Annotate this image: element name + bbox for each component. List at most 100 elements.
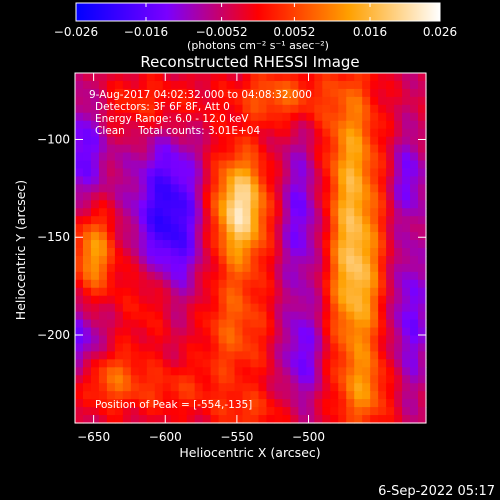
- heatmap-cell: [322, 96, 331, 106]
- heatmap-cell: [226, 248, 236, 257]
- heatmap-cell: [234, 216, 244, 225]
- heatmap-cell: [178, 407, 188, 416]
- heatmap-cell: [90, 88, 100, 98]
- heatmap-cell: [258, 200, 268, 209]
- heatmap-cell: [114, 287, 124, 297]
- heatmap-cell: [274, 136, 284, 146]
- heatmap-cell: [170, 208, 180, 217]
- heatmap-cell: [98, 327, 108, 337]
- heatmap-cell: [370, 343, 379, 352]
- heatmap-cell: [274, 327, 284, 337]
- heatmap-cell: [394, 391, 403, 400]
- heatmap-cell: [274, 303, 284, 313]
- heatmap-cell: [298, 287, 307, 297]
- heatmap-cell: [258, 327, 268, 337]
- heatmap-cell: [194, 96, 204, 106]
- heatmap-cell: [330, 255, 339, 265]
- heatmap-cell: [354, 359, 363, 368]
- heatmap-cell: [346, 104, 355, 114]
- heatmap-cell: [378, 184, 387, 193]
- heatmap-cell: [82, 279, 92, 289]
- heatmap-cell: [330, 128, 339, 138]
- heatmap-cell: [362, 343, 371, 352]
- heatmap-cell: [314, 271, 323, 281]
- heatmap-cell: [378, 232, 387, 241]
- heatmap-cell: [370, 128, 379, 138]
- heatmap-cell: [178, 399, 188, 408]
- heatmap-cell: [266, 192, 276, 201]
- heatmap-cell: [114, 327, 124, 337]
- heatmap-cell: [90, 351, 100, 360]
- heatmap-cell: [138, 351, 148, 360]
- heatmap-cell: [250, 240, 260, 249]
- heatmap-cell: [274, 391, 284, 400]
- heatmap-cell: [282, 224, 291, 233]
- heatmap-cell: [266, 224, 276, 233]
- heatmap-cell: [154, 415, 164, 424]
- heatmap-cell: [106, 255, 116, 265]
- heatmap-cell: [202, 152, 212, 162]
- heatmap-cell: [114, 415, 124, 424]
- heatmap-cell: [290, 287, 299, 297]
- heatmap-cell: [370, 263, 379, 273]
- heatmap-cell: [330, 367, 339, 376]
- heatmap-cell: [218, 168, 228, 177]
- heatmap-cell: [298, 104, 307, 114]
- heatmap-cell: [122, 192, 132, 201]
- heatmap-cell: [386, 351, 395, 360]
- heatmap-cell: [330, 73, 339, 82]
- heatmap-cell: [250, 399, 260, 408]
- heatmap-cell: [386, 168, 395, 177]
- heatmap-cell: [322, 208, 331, 217]
- heatmap-cell: [82, 208, 92, 217]
- heatmap-cell: [346, 319, 355, 329]
- heatmap-cell: [258, 399, 268, 408]
- heatmap-cell: [154, 335, 164, 345]
- heatmap-cell: [226, 96, 236, 106]
- heatmap-cell: [170, 319, 180, 329]
- heatmap-cell: [402, 120, 411, 130]
- heatmap-cell: [330, 216, 339, 225]
- heatmap-cell: [122, 359, 132, 368]
- heatmap-cell: [178, 136, 188, 146]
- heatmap-cell: [194, 319, 204, 329]
- heatmap-cell: [378, 327, 387, 337]
- heatmap-cell: [154, 73, 164, 82]
- heatmap-cell: [322, 351, 331, 360]
- heatmap-cell: [146, 192, 156, 201]
- heatmap-cell: [98, 88, 108, 98]
- heatmap-cell: [362, 351, 371, 360]
- heatmap-cell: [330, 200, 339, 209]
- heatmap-cell: [90, 399, 100, 408]
- heatmap-cell: [298, 351, 307, 360]
- heatmap-cell: [218, 152, 228, 162]
- heatmap-cell: [234, 88, 244, 98]
- heatmap-cell: [90, 184, 100, 193]
- heatmap-cell: [226, 120, 236, 130]
- heatmap-cell: [114, 263, 124, 273]
- heatmap-cell: [210, 136, 220, 146]
- heatmap-cell: [418, 208, 427, 217]
- heatmap-cell: [82, 152, 92, 162]
- heatmap-cell: [90, 104, 100, 114]
- heatmap-cell: [114, 351, 124, 360]
- heatmap-cell: [402, 335, 411, 345]
- heatmap-cell: [330, 351, 339, 360]
- heatmap-cell: [322, 240, 331, 249]
- heatmap-cell: [90, 327, 100, 337]
- heatmap-cell: [226, 335, 236, 345]
- heatmap-cell: [130, 80, 140, 90]
- heatmap-cell: [114, 104, 124, 114]
- heatmap-cell: [418, 335, 427, 345]
- heatmap-cell: [266, 184, 276, 193]
- heatmap-cell: [330, 279, 339, 289]
- heatmap-cell: [98, 343, 108, 352]
- heatmap-cell: [146, 168, 156, 177]
- heatmap-cell: [114, 176, 124, 185]
- heatmap-cell: [314, 80, 323, 90]
- heatmap-cell: [234, 200, 244, 209]
- heatmap-cell: [410, 351, 419, 360]
- heatmap-cell: [82, 200, 92, 209]
- heatmap-cell: [266, 359, 276, 368]
- heatmap-cell: [314, 176, 323, 185]
